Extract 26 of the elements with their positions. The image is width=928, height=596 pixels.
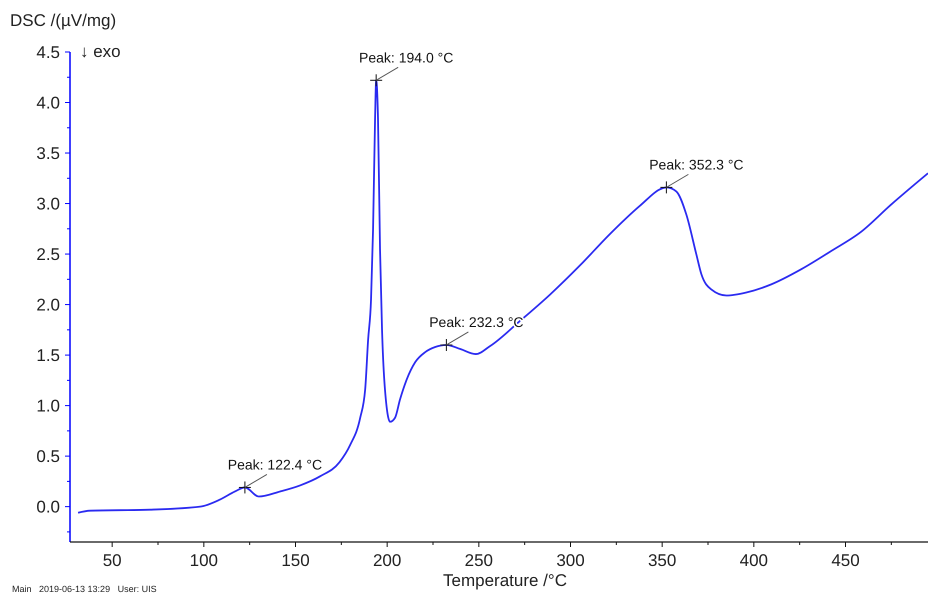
y-tick-label: 3.5: [36, 144, 60, 163]
y-tick-label: 0.5: [36, 447, 60, 466]
x-tick-label: 50: [102, 551, 122, 570]
y-tick-label: 0.0: [36, 498, 60, 517]
x-tick-label: 200: [372, 551, 402, 570]
x-tick-label: 450: [831, 551, 860, 570]
y-axis-title: DSC /(µV/mg): [10, 11, 116, 30]
annotation: Peak: 352.3 °C: [649, 156, 744, 172]
y-tick-label: 4.5: [36, 42, 60, 62]
text: Main 2019-06-13 13:29 User: UIS: [12, 584, 157, 594]
y-tick-label: 2.5: [36, 245, 60, 264]
y-tick-label: 3.0: [36, 194, 60, 214]
annotation: Peak: 122.4 °C: [228, 456, 322, 472]
x-tick-label: 150: [281, 551, 310, 570]
x-tick-label: 300: [556, 551, 585, 570]
x-axis-title: Temperature /°C: [443, 571, 567, 590]
x-tick-label: 100: [190, 551, 218, 570]
y-tick-label: 1.0: [36, 396, 60, 416]
x-tick-label: 250: [464, 551, 494, 570]
x-tick-label: 400: [740, 551, 768, 570]
annotation: Peak: 194.0 °C: [359, 49, 454, 66]
x-tick-label: 350: [648, 551, 676, 570]
y-tick-label: 4.0: [36, 93, 60, 112]
y-tick-label: 2.0: [36, 296, 60, 315]
annotation: ↓ exo: [80, 42, 121, 61]
y-tick-label: 1.5: [36, 346, 60, 366]
